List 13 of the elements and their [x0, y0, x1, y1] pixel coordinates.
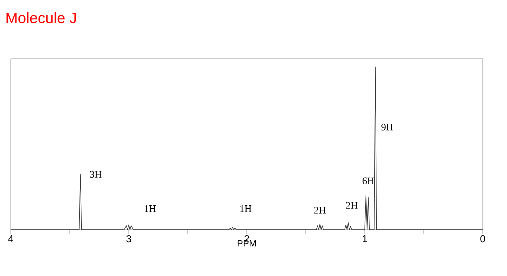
x-axis-title: PPM — [238, 240, 256, 247]
chart-title: Molecule J — [6, 12, 76, 24]
x-tick-label: 4 — [8, 236, 14, 242]
annotation: 2H — [314, 207, 326, 214]
annotation: 1H — [145, 206, 156, 212]
annotation: 1H — [240, 206, 252, 212]
x-tick-label: 3 — [126, 236, 132, 243]
x-tick-label: 0 — [480, 236, 486, 243]
annotation: 6H — [362, 178, 374, 184]
annotation: 2H — [346, 202, 358, 209]
annotation: 9H — [382, 124, 394, 131]
annotation: 3H — [90, 171, 102, 178]
x-tick-label: 1 — [362, 236, 368, 242]
